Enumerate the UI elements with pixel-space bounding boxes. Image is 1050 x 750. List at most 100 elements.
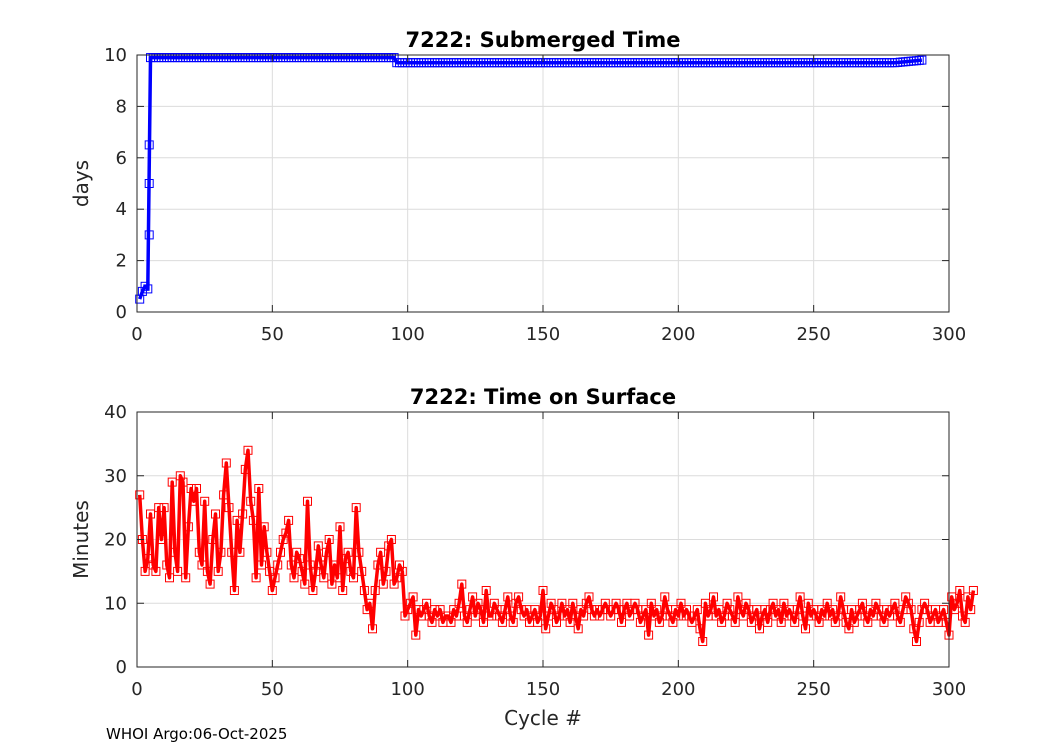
surface-data-point: [573, 624, 583, 634]
surface-data-point: [836, 592, 846, 602]
surface-data-point: [503, 592, 513, 602]
submerged-data-point: [144, 230, 154, 240]
surface-data-point: [479, 617, 488, 627]
surface-x-tick-label: 200: [661, 679, 695, 700]
surface-data-point: [893, 611, 903, 621]
surface-data-point: [473, 598, 483, 608]
surface-data-point: [755, 624, 764, 634]
surface-data-point: [906, 605, 916, 615]
surface-data-point: [560, 611, 570, 621]
surface-data-point: [625, 611, 635, 621]
surface-data-point: [389, 579, 399, 589]
surface-x-tick-label: 150: [526, 679, 560, 700]
surface-data-point: [219, 490, 229, 500]
surface-data-point: [148, 560, 158, 570]
surface-data-point: [806, 611, 816, 621]
surface-data-point: [286, 560, 296, 570]
surface-data-point: [335, 522, 345, 532]
surface-data-point: [584, 592, 594, 602]
surface-data-point: [229, 586, 239, 595]
surface-data-point: [259, 522, 269, 532]
surface-data-point: [495, 611, 505, 621]
surface-x-tick-label: 0: [131, 679, 142, 700]
submerged-y-tick-label: 0: [116, 302, 127, 323]
surface-data-point: [920, 598, 930, 608]
submerged-series-line: [138, 55, 923, 300]
surface-data-point: [297, 566, 307, 576]
surface-data-point: [470, 611, 480, 621]
surface-data-point: [879, 617, 889, 627]
submerged-y-tick-label: 2: [116, 251, 127, 272]
surface-data-point: [592, 605, 602, 615]
surface-data-point: [757, 611, 767, 621]
submerged-data-point: [140, 281, 150, 291]
surface-data-point: [165, 573, 174, 583]
surface-data-point: [955, 586, 965, 595]
surface-data-point: [725, 605, 735, 615]
surface-data-point: [863, 617, 873, 627]
surface-data-point: [671, 605, 681, 615]
surface-data-point: [817, 605, 827, 615]
surface-data-point: [579, 611, 589, 621]
surface-data-point: [554, 611, 564, 621]
surface-data-point: [319, 573, 329, 583]
surface-data-point: [552, 617, 561, 627]
surface-data-point: [181, 573, 191, 583]
surface-data-point: [422, 598, 432, 608]
surface-data-point: [530, 605, 540, 615]
surface-data-point: [646, 598, 656, 608]
surface-data-point: [408, 592, 418, 602]
surface-data-point: [728, 611, 737, 621]
surface-data-point: [771, 611, 781, 621]
surface-data-point: [738, 611, 748, 621]
surface-data-point: [635, 617, 645, 627]
surface-data-point: [690, 611, 700, 621]
surface-data-point: [143, 554, 153, 564]
surface-data-point: [294, 554, 304, 564]
surface-data-point: [939, 605, 949, 615]
surface-data-point: [292, 547, 302, 557]
surface-data-point: [154, 503, 164, 513]
surface-data-point: [189, 496, 199, 506]
surface-data-point: [730, 617, 740, 627]
surface-data-point: [887, 605, 897, 615]
surface-data-point: [340, 554, 350, 564]
surface-data-point: [565, 617, 575, 627]
surface-data-point: [248, 515, 258, 525]
submerged-data-point: [389, 53, 399, 63]
surface-data-point: [598, 605, 607, 615]
surface-data-point: [576, 605, 586, 615]
surface-data-point: [462, 617, 472, 627]
surface-data-point: [267, 586, 277, 595]
surface-data-point: [614, 605, 624, 615]
surface-data-point: [281, 528, 291, 538]
surface-time-x-label: Cycle #: [504, 706, 582, 730]
submerged-x-tick-label: 0: [131, 324, 142, 345]
surface-data-point: [384, 541, 394, 551]
surface-data-point: [205, 579, 215, 589]
surface-data-point: [211, 509, 220, 519]
surface-data-point: [183, 522, 193, 532]
surface-data-point: [468, 592, 478, 602]
surface-data-point: [949, 605, 959, 615]
surface-data-point: [668, 617, 678, 627]
surface-data-point: [660, 592, 670, 602]
surface-data-point: [774, 605, 783, 615]
surface-data-point: [768, 598, 778, 608]
surface-data-point: [265, 566, 275, 576]
surface-data-point: [419, 605, 429, 615]
surface-data-point: [370, 586, 380, 595]
surface-data-point: [200, 496, 210, 506]
surface-data-point: [216, 547, 226, 557]
surface-data-point: [232, 515, 242, 525]
surface-data-point: [338, 586, 348, 595]
surface-data-point: [497, 617, 507, 627]
submerged-x-tick-label: 200: [661, 324, 695, 345]
surface-data-point: [251, 573, 261, 583]
surface-data-point: [476, 605, 486, 615]
surface-x-tick-label: 300: [932, 679, 966, 700]
submerged-y-tick-label: 10: [104, 45, 127, 66]
surface-data-point: [178, 477, 188, 487]
surface-data-point: [481, 586, 491, 595]
submerged-y-tick-label: 6: [116, 148, 127, 169]
